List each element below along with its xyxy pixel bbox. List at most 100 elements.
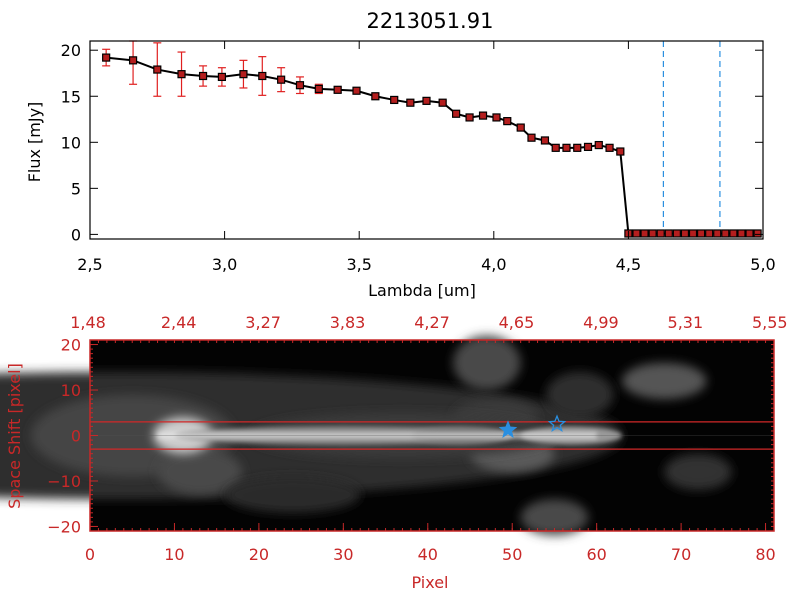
image-blob: [546, 371, 614, 418]
y-tick-label: 0: [71, 225, 81, 244]
data-point: [562, 143, 571, 152]
data-point: [452, 109, 461, 118]
y-tick-label: 10: [61, 133, 81, 152]
image-blob: [664, 453, 732, 491]
y-axis-label: Space Shift [pixel]: [5, 363, 24, 509]
flux-series-line: [106, 56, 758, 235]
image-blob: [157, 449, 242, 495]
y-tick-label: −20: [47, 517, 81, 536]
top-tick-label: 4,27: [414, 313, 450, 332]
top-tick-label: 4,99: [583, 313, 619, 332]
x-tick-label: 70: [671, 545, 691, 564]
data-point: [656, 229, 665, 238]
data-point: [713, 229, 722, 238]
data-point: [258, 71, 267, 81]
data-point: [198, 71, 208, 81]
data-point: [217, 72, 227, 82]
data-point: [406, 98, 415, 107]
data-point: [177, 70, 186, 79]
data-point: [680, 229, 690, 238]
data-point: [737, 229, 746, 238]
data-point: [729, 229, 738, 238]
x-tick-label: 60: [586, 545, 606, 564]
data-point: [128, 56, 138, 65]
top-tick-label: 1,48: [70, 313, 106, 332]
data-point: [648, 229, 657, 238]
data-point: [632, 229, 641, 238]
data-point: [664, 229, 673, 238]
data-point: [295, 81, 305, 90]
x-tick-label: 5,0: [750, 255, 775, 274]
data-point: [352, 86, 361, 95]
data-point: [672, 229, 681, 238]
x-tick-label: 20: [249, 545, 269, 564]
data-point: [422, 96, 431, 105]
data-point: [239, 70, 248, 79]
top-tick-label: 2,44: [161, 313, 197, 332]
y-tick-label: 15: [61, 87, 81, 106]
y-tick-label: 5: [71, 179, 81, 198]
star-marker-0: [498, 420, 518, 438]
data-point: [527, 133, 536, 142]
data-point: [721, 229, 730, 238]
data-point: [688, 229, 698, 238]
data-point: [465, 113, 474, 122]
x-tick-label: 4,0: [481, 255, 506, 274]
top-tick-label: 4,65: [499, 313, 535, 332]
data-point: [314, 84, 323, 93]
data-point: [102, 53, 111, 62]
y-tick-label: 10: [61, 381, 81, 400]
top-tick-label: 3,83: [330, 313, 366, 332]
x-tick-label: 30: [333, 545, 353, 564]
data-point: [277, 75, 286, 84]
data-point: [745, 229, 754, 238]
data-point: [478, 111, 488, 120]
chart-title: 2213051.91: [367, 9, 494, 33]
image-blob: [453, 335, 521, 391]
image-blob: [622, 362, 707, 400]
star-marker-1: [547, 414, 567, 433]
data-point: [390, 95, 399, 105]
data-point: [492, 113, 501, 122]
x-tick-label: 2,5: [77, 255, 102, 274]
y-tick-label: 20: [61, 336, 81, 355]
data-point: [333, 85, 342, 94]
top-tick-label: 5,31: [668, 313, 704, 332]
flux-plot-frame: [89, 40, 764, 240]
x-tick-label: 3,0: [212, 255, 237, 274]
x-tick-label: 3,5: [346, 255, 371, 274]
data-point: [540, 136, 550, 145]
x-axis-label: Pixel: [411, 573, 448, 592]
data-point: [594, 140, 603, 150]
data-point: [503, 117, 512, 126]
spectrum-image: 0 10 20 30 40 50 60 70 80 1,48 2,44 3,27 3,83 4,27 4,6…: [0, 313, 788, 592]
x-axis-label: Lambda [um]: [368, 281, 476, 300]
y-axis-label: Flux [mJy]: [25, 102, 44, 183]
image-blob: [225, 476, 361, 513]
data-point: [705, 229, 714, 238]
x-tick-label: 10: [164, 545, 184, 564]
data-point: [583, 142, 593, 152]
data-point: [640, 229, 649, 238]
data-point: [438, 98, 447, 107]
data-point: [573, 143, 582, 152]
data-point: [153, 65, 162, 74]
data-point: [696, 229, 706, 238]
data-point: [616, 147, 625, 156]
data-point: [605, 143, 614, 152]
top-tick-label: 5,55: [752, 313, 788, 332]
data-point: [753, 229, 762, 238]
top-tick-label: 3,27: [245, 313, 281, 332]
flux-chart: 2213051.91 2,5 3,0 3,5 4,0 4,5 5,0 0 5 10 15 20 La…: [25, 9, 776, 300]
x-tick-label: 80: [755, 545, 775, 564]
x-tick-label: 4,5: [616, 255, 641, 274]
image-blob: [520, 499, 589, 536]
y-tick-label: −10: [47, 472, 81, 491]
data-point: [371, 92, 380, 101]
y-tick-label: 0: [71, 427, 81, 446]
x-tick-label: 0: [85, 545, 95, 564]
y-tick-label: 20: [61, 41, 81, 60]
x-tick-label: 50: [502, 545, 522, 564]
x-tick-label: 40: [418, 545, 438, 564]
